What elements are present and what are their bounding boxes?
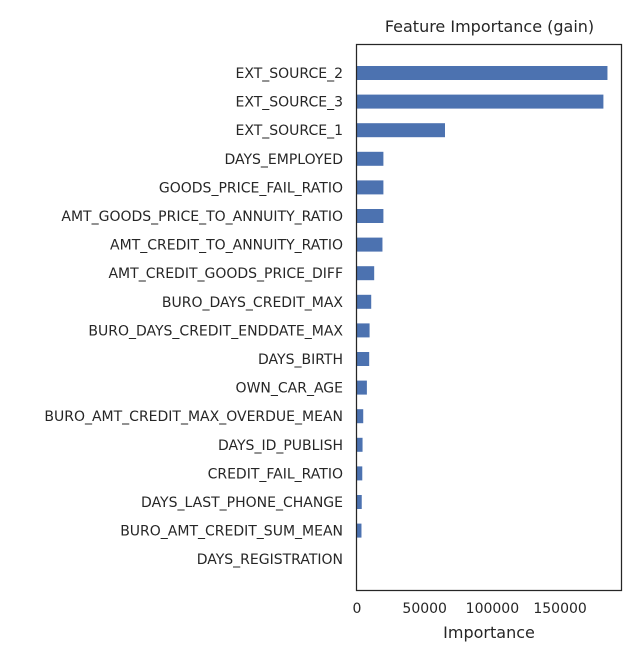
y-tick-label: OWN_CAR_AGE xyxy=(236,381,343,397)
y-tick-label: DAYS_EMPLOYED xyxy=(224,152,343,168)
y-tick-label: DAYS_REGISTRATION xyxy=(197,552,343,568)
bar-amt-goods-price-to-annuity-ratio xyxy=(357,209,384,223)
y-tick-label: AMT_CREDIT_TO_ANNUITY_RATIO xyxy=(110,238,343,254)
bar-ext-source-1 xyxy=(357,123,445,138)
x-tick-label: 150000 xyxy=(533,601,586,617)
x-tick-label: 100000 xyxy=(466,601,519,617)
y-tick-label: DAYS_LAST_PHONE_CHANGE xyxy=(141,495,343,511)
bar-buro-amt-credit-sum-mean xyxy=(357,523,362,538)
y-tick-label: BURO_DAYS_CREDIT_ENDDATE_MAX xyxy=(88,323,343,339)
y-tick-labels: EXT_SOURCE_2 EXT_SOURCE_3 EXT_SOURCE_1 DAYS… xyxy=(44,66,343,568)
bar-amt-credit-goods-price-diff xyxy=(357,266,375,281)
x-axis-title: Importance xyxy=(443,623,535,642)
x-tick-labels: 0 50000 100000 150000 xyxy=(353,601,587,617)
bar-days-last-phone-change xyxy=(357,495,362,509)
y-tick-label: EXT_SOURCE_3 xyxy=(236,95,343,111)
y-tick-label: CREDIT_FAIL_RATIO xyxy=(208,466,343,482)
bar-own-car-age xyxy=(357,380,367,395)
bar-amt-credit-to-annuity-ratio xyxy=(357,237,383,252)
y-tick-label: DAYS_BIRTH xyxy=(258,352,343,368)
bar-buro-days-credit-max xyxy=(357,294,372,309)
bar-credit-fail-ratio xyxy=(357,466,363,481)
bar-days-employed xyxy=(357,151,384,166)
y-tick-label: GOODS_PRICE_FAIL_RATIO xyxy=(159,180,343,196)
bars-group xyxy=(357,66,608,538)
bar-ext-source-3 xyxy=(357,94,604,109)
y-tick-label: DAYS_ID_PUBLISH xyxy=(218,438,343,454)
bar-ext-source-2 xyxy=(357,66,608,80)
x-tick-label: 50000 xyxy=(402,601,447,617)
bar-goods-price-fail-ratio xyxy=(357,180,384,195)
plot-frame xyxy=(355,43,623,592)
y-tick-label: BURO_AMT_CREDIT_SUM_MEAN xyxy=(120,524,343,540)
bar-days-id-publish xyxy=(357,437,363,452)
y-tick-label: BURO_DAYS_CREDIT_MAX xyxy=(162,295,344,311)
y-tick-label: AMT_GOODS_PRICE_TO_ANNUITY_RATIO xyxy=(61,209,343,225)
y-tick-label: EXT_SOURCE_2 xyxy=(236,66,343,82)
y-tick-label: EXT_SOURCE_1 xyxy=(236,123,343,139)
bar-buro-days-credit-enddate-max xyxy=(357,323,370,338)
x-tick-label: 0 xyxy=(353,601,362,617)
bar-days-birth xyxy=(357,352,370,366)
y-tick-label: BURO_AMT_CREDIT_MAX_OVERDUE_MEAN xyxy=(44,409,343,425)
bar-buro-amt-credit-max-overdue-mean xyxy=(357,409,364,424)
chart-title: Feature Importance (gain) xyxy=(385,17,594,36)
y-tick-label: AMT_CREDIT_GOODS_PRICE_DIFF xyxy=(108,266,343,282)
